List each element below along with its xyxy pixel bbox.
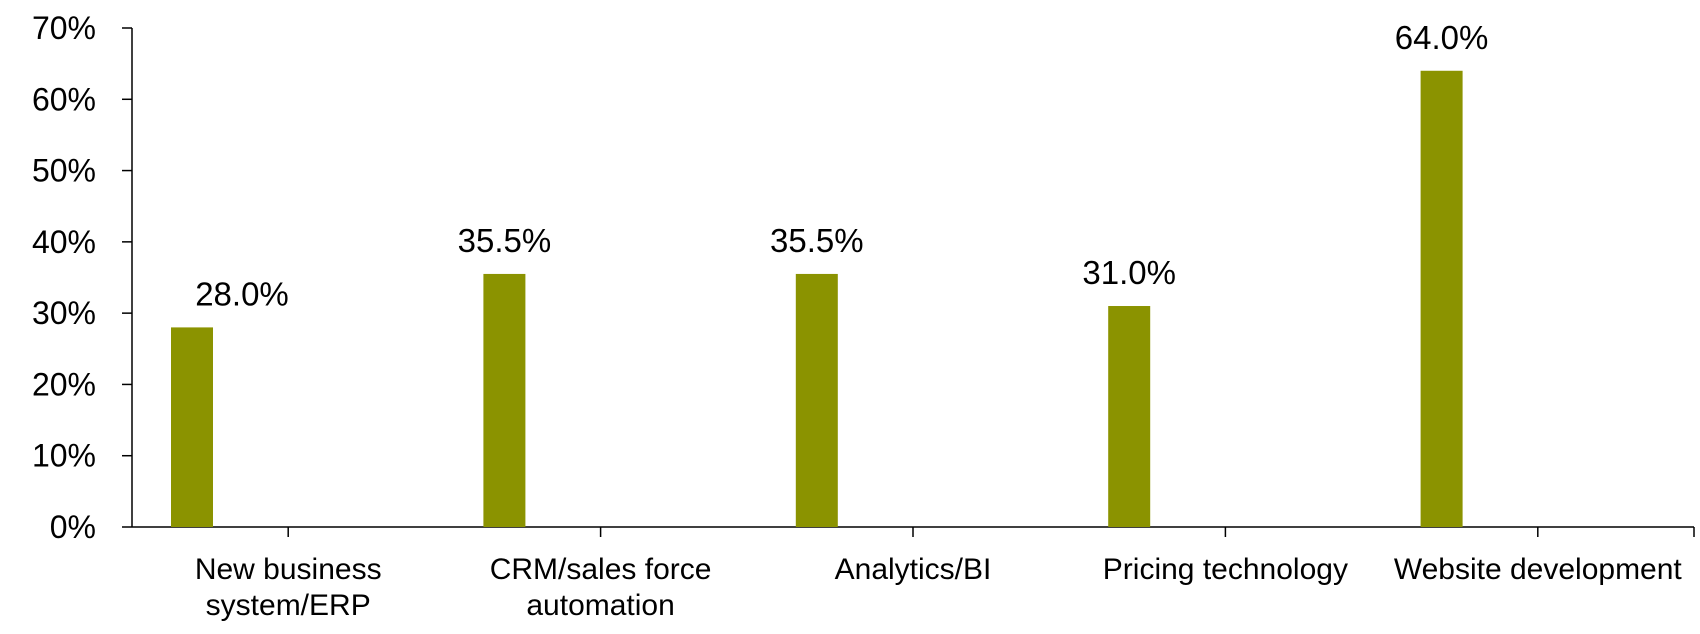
x-tick-label: Analytics/BI — [834, 553, 992, 586]
bar — [795, 273, 838, 527]
data-label: 28.0% — [195, 275, 289, 312]
x-tick-label: CRM/sales force automation — [489, 553, 712, 622]
data-label: 35.5% — [458, 222, 552, 259]
bar — [171, 327, 213, 527]
y-tick-label: 50% — [32, 153, 96, 189]
y-tick-label: 70% — [32, 10, 96, 46]
y-tick-label: 20% — [32, 366, 96, 402]
bar — [1108, 306, 1151, 527]
data-label: 64.0% — [1395, 19, 1489, 56]
bar — [483, 273, 526, 527]
y-tick-label: 60% — [32, 81, 96, 117]
x-tick-label: Pricing technology — [1102, 553, 1348, 586]
y-tick-label: 30% — [32, 295, 96, 331]
bar — [1420, 70, 1463, 528]
y-tick-label: 40% — [32, 224, 96, 260]
x-tick-label: New business system/ERP — [194, 553, 382, 622]
data-label: 31.0% — [1082, 254, 1176, 291]
x-tick-label: Website development — [1393, 553, 1682, 586]
data-label: 35.5% — [770, 222, 864, 259]
y-tick-label: 10% — [32, 438, 96, 474]
y-tick-label: 0% — [50, 509, 96, 545]
